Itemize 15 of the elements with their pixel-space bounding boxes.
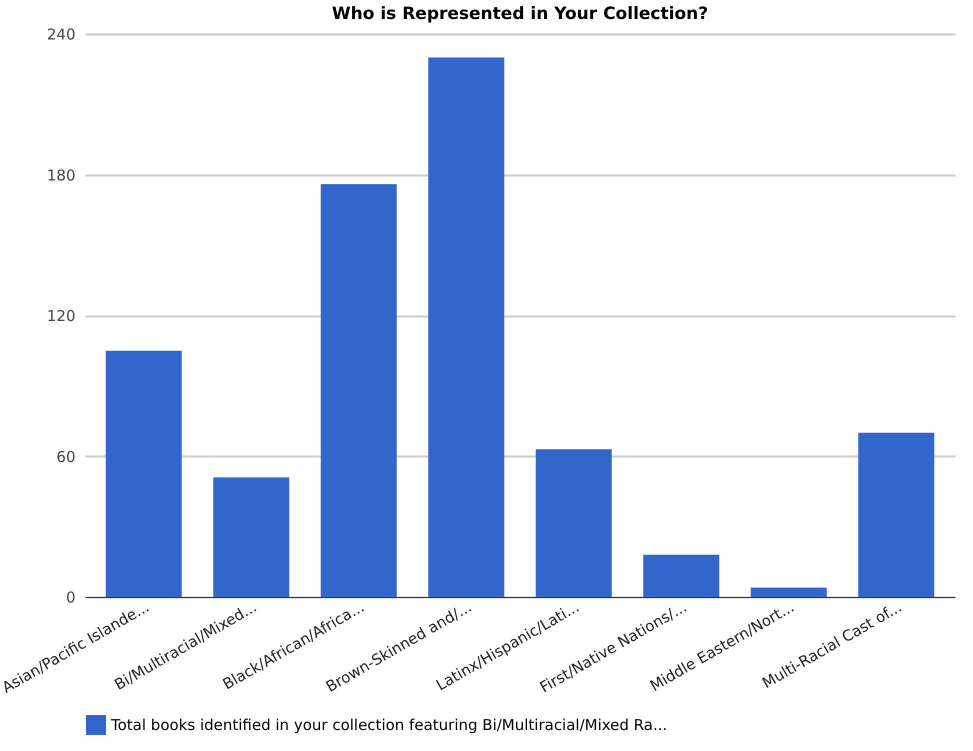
y-tick-label: 240 — [46, 26, 76, 44]
bar — [428, 57, 504, 597]
legend-label: Total books identified in your collection featuring Bi/Multiracial/Mixed Ra... — [110, 716, 668, 734]
y-tick-label: 60 — [56, 448, 76, 466]
bar — [858, 432, 934, 597]
bar — [643, 554, 720, 597]
bar — [106, 350, 182, 597]
y-tick-label: 120 — [46, 307, 76, 325]
bar — [750, 588, 827, 597]
bar — [320, 184, 397, 597]
bar — [213, 477, 290, 597]
y-tick-label: 0 — [66, 588, 76, 606]
y-tick-label: 180 — [46, 166, 76, 184]
bar — [536, 449, 612, 597]
chart-title: Who is Represented in Your Collection? — [332, 4, 708, 24]
